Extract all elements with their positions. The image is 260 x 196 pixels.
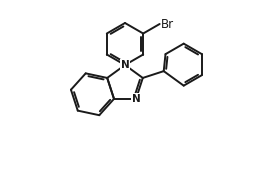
Text: N: N <box>121 60 129 70</box>
Text: N: N <box>132 94 140 104</box>
Text: Br: Br <box>161 17 174 31</box>
